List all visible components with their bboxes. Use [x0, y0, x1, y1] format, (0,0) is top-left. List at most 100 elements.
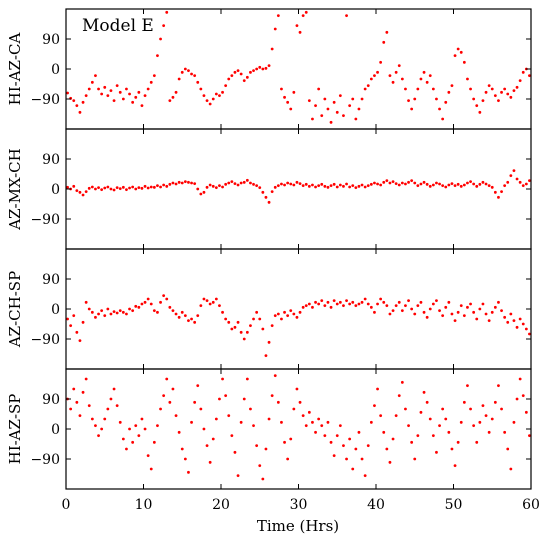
data-point — [342, 304, 345, 308]
data-point — [422, 390, 426, 394]
data-point — [425, 315, 429, 319]
data-point — [121, 185, 125, 189]
data-point — [143, 184, 147, 188]
data-point — [165, 297, 169, 301]
data-point — [72, 387, 76, 391]
data-point — [109, 89, 113, 93]
data-point — [335, 434, 339, 438]
data-point — [190, 72, 193, 76]
data-point — [273, 185, 277, 189]
data-point — [224, 84, 228, 88]
data-point — [283, 440, 286, 444]
data-point — [183, 67, 187, 71]
data-point — [134, 187, 138, 191]
data-point — [106, 307, 110, 311]
data-point — [472, 182, 476, 186]
data-point — [227, 77, 231, 81]
data-point — [239, 72, 243, 76]
data-point — [345, 299, 348, 303]
data-point — [187, 319, 190, 323]
data-point — [335, 185, 339, 189]
data-point — [94, 424, 97, 428]
data-point — [115, 84, 119, 88]
data-point — [211, 184, 215, 188]
data-point — [239, 330, 243, 334]
data-point — [131, 185, 135, 189]
data-point — [311, 117, 314, 121]
data-point — [366, 302, 370, 306]
data-point — [174, 414, 178, 418]
data-point — [280, 317, 283, 321]
data-point — [301, 184, 305, 188]
data-point — [323, 184, 327, 188]
data-point — [280, 87, 283, 91]
data-point — [193, 74, 197, 78]
data-point — [214, 417, 218, 421]
data-point — [258, 186, 262, 190]
data-point — [326, 300, 330, 304]
data-point — [441, 184, 445, 188]
data-point — [84, 300, 88, 304]
data-point — [81, 193, 85, 197]
data-point — [512, 89, 516, 93]
data-point — [301, 414, 305, 418]
data-point — [438, 309, 441, 313]
data-point — [90, 310, 94, 314]
data-point — [357, 184, 361, 188]
data-point — [227, 320, 231, 324]
data-point — [320, 299, 324, 303]
y-tick-label: −90 — [30, 452, 60, 468]
data-point — [103, 186, 107, 190]
data-point — [524, 182, 528, 186]
data-point — [94, 187, 97, 191]
data-point — [413, 457, 417, 461]
data-point — [422, 70, 426, 74]
data-point — [72, 99, 76, 103]
data-point — [404, 407, 407, 411]
data-point — [109, 312, 113, 316]
data-point — [366, 444, 370, 448]
data-point — [478, 182, 482, 186]
data-point — [462, 183, 466, 187]
data-point — [493, 400, 497, 404]
data-point — [94, 315, 97, 319]
data-point — [81, 100, 85, 104]
data-point — [211, 97, 215, 101]
data-point — [360, 457, 364, 461]
data-point — [366, 84, 370, 88]
data-point — [255, 444, 259, 448]
data-point — [149, 467, 153, 471]
x-axis-label: Time (Hrs) — [257, 517, 339, 535]
y-tick-label: 0 — [51, 62, 60, 78]
data-point — [87, 307, 91, 311]
data-point — [94, 74, 97, 78]
data-point — [311, 183, 314, 187]
panel-az-mx-ch: −90 0 90 AZ-MX-CH — [6, 128, 532, 250]
data-point — [357, 302, 361, 306]
data-point — [165, 10, 169, 14]
data-point — [453, 464, 457, 468]
data-point — [152, 185, 156, 189]
panel-y-label: AZ-MX-CH — [6, 148, 24, 230]
data-point — [218, 184, 221, 188]
data-point — [453, 319, 457, 323]
data-point — [314, 300, 317, 304]
data-point — [518, 180, 522, 184]
series-points — [66, 374, 531, 481]
data-point — [369, 77, 373, 81]
data-point — [171, 309, 175, 313]
data-point — [314, 104, 317, 108]
data-point — [394, 182, 398, 186]
data-point — [125, 188, 128, 192]
data-point — [273, 374, 277, 378]
data-point — [351, 97, 355, 101]
data-point — [78, 110, 82, 114]
data-point — [373, 181, 376, 185]
data-point — [379, 297, 383, 301]
data-point — [472, 310, 476, 314]
data-point — [270, 47, 274, 51]
data-point — [506, 447, 510, 451]
data-point — [190, 420, 193, 424]
data-point — [320, 182, 324, 186]
